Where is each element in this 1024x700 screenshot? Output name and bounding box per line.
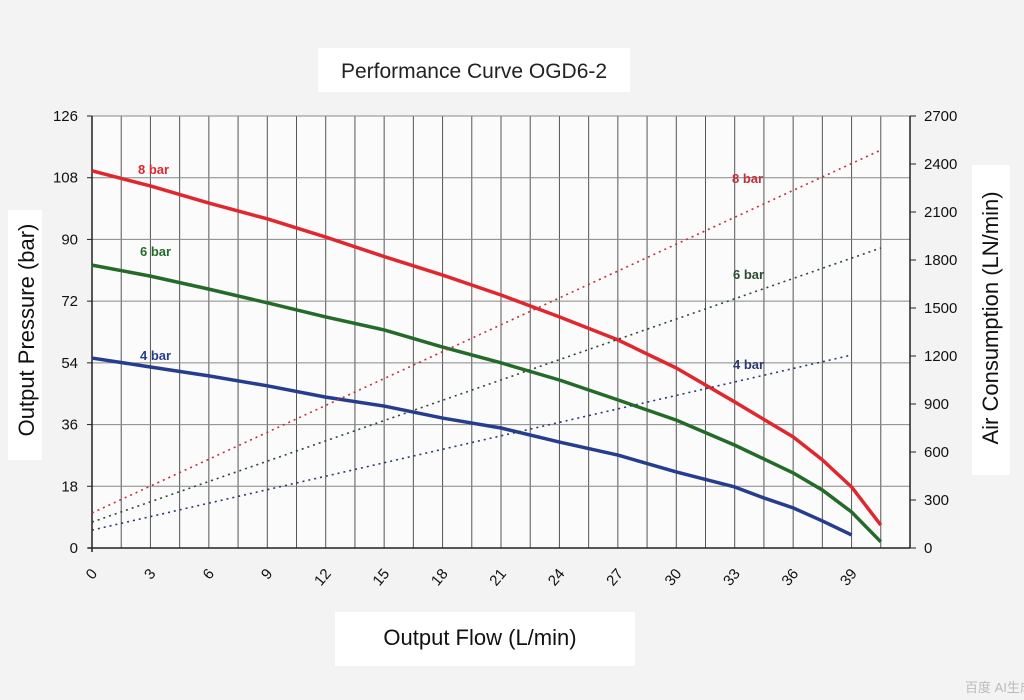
- air-consumption-line-4-bar: [91, 354, 852, 531]
- y2-tick-label: 1200: [924, 348, 957, 365]
- plot-area: 0183654729010812603006009001200150018002…: [53, 108, 957, 589]
- y2-axis-label: Air Consumption (LN/min): [978, 191, 1003, 444]
- y2-tick-label: 300: [924, 492, 949, 509]
- title-box: [318, 48, 630, 92]
- y2label-box: [972, 165, 1010, 475]
- pressure-series-label-4-bar: 4 bar: [140, 348, 171, 363]
- x-tick-label: 27: [603, 566, 627, 590]
- pressure-line-8-bar: [91, 169, 883, 527]
- x-axis-label: Output Flow (L/min): [383, 625, 576, 650]
- pressure-series-label-8-bar: 8 bar: [138, 162, 169, 177]
- chart-title: Performance Curve OGD6-2: [341, 60, 607, 83]
- x-tick-label: 39: [837, 566, 861, 590]
- x-tick-label: 30: [662, 566, 686, 590]
- x-tick-label: 21: [486, 566, 510, 590]
- x-tick-label: 3: [141, 566, 159, 583]
- y-tick-label: 0: [70, 540, 78, 557]
- pressure-series-label-6-bar: 6 bar: [140, 244, 171, 259]
- x-tick-label: 36: [778, 566, 802, 590]
- y2-tick-label: 0: [924, 540, 932, 557]
- y-tick-label: 126: [53, 108, 78, 125]
- x-tick-label: 24: [545, 566, 569, 590]
- y2-tick-label: 2100: [924, 204, 957, 221]
- y-axis-label: Output Pressure (bar): [14, 224, 39, 437]
- y-tick-label: 36: [61, 417, 78, 434]
- x-tick-label: 15: [369, 566, 393, 590]
- y2-tick-label: 2700: [924, 108, 957, 125]
- y2-tick-label: 1500: [924, 300, 957, 317]
- air-consumption-line-8-bar: [91, 149, 882, 514]
- y-tick-label: 54: [61, 355, 78, 372]
- y2-tick-label: 1800: [924, 252, 957, 269]
- air-consumption-line-6-bar: [91, 247, 882, 523]
- x-tick-label: 18: [428, 566, 452, 590]
- x-tick-label: 12: [311, 566, 335, 590]
- y-tick-label: 90: [61, 231, 78, 248]
- xlabel-box: [335, 612, 635, 666]
- air-series-label-4-bar: 4 bar: [733, 357, 764, 372]
- watermark: 百度 AI生成: [965, 680, 1024, 695]
- x-tick-label: 0: [83, 566, 101, 583]
- air-series-label-6-bar: 6 bar: [733, 267, 764, 282]
- pressure-line-6-bar: [91, 263, 883, 544]
- ylabel-box: [8, 210, 42, 460]
- x-tick-label: 9: [258, 566, 276, 583]
- y2-tick-label: 600: [924, 444, 949, 461]
- y2-tick-label: 900: [924, 396, 949, 413]
- x-tick-label: 6: [200, 566, 218, 583]
- y-tick-label: 18: [61, 478, 78, 495]
- y-tick-label: 108: [53, 170, 78, 187]
- y-tick-label: 72: [61, 293, 78, 310]
- x-tick-label: 33: [720, 566, 744, 590]
- air-series-label-8-bar: 8 bar: [732, 171, 763, 186]
- pressure-line-4-bar: [91, 356, 853, 537]
- y2-tick-label: 2400: [924, 156, 957, 173]
